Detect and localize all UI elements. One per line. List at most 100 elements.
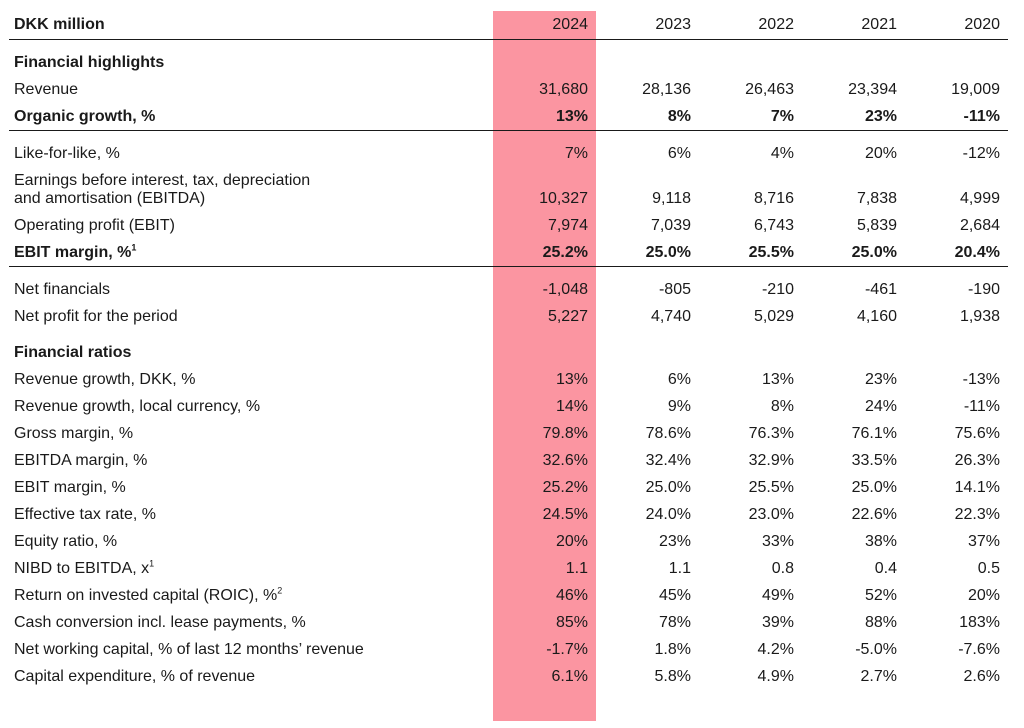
cell: 7% (564, 145, 588, 162)
row-label: Capital expenditure, % of revenue (14, 668, 256, 685)
cell: 49% (761, 587, 794, 604)
cell: 7,974 (547, 217, 588, 234)
cell: 183% (959, 614, 1000, 631)
cell: 24.5% (542, 506, 588, 523)
cell: 9% (667, 398, 691, 415)
cell: 25.0% (851, 479, 897, 496)
cell: -5.0% (855, 641, 897, 658)
cell: -461 (864, 281, 897, 298)
cell: 13% (761, 371, 794, 388)
cell: 46% (555, 587, 588, 604)
year-header-2020: 2020 (905, 12, 1008, 40)
cell: 6.1% (551, 668, 588, 685)
cell: 78% (658, 614, 691, 631)
cell: 5,029 (753, 308, 794, 325)
cell: 6% (667, 371, 691, 388)
cell: 5,839 (856, 217, 897, 234)
table-row: Organic growth, % 13% 8% 7% 23% -11% (9, 103, 1008, 131)
table-row: EBIT margin, % 25.2% 25.0% 25.5% 25.0% 1… (9, 474, 1008, 501)
cell: -1.7% (546, 641, 588, 658)
cell: 20% (555, 533, 588, 550)
cell: 6% (667, 145, 691, 162)
cell: 8% (770, 398, 794, 415)
row-label: EBITDA margin, % (14, 452, 148, 469)
cell: -1,048 (542, 281, 588, 298)
financial-table: DKK million 2024 2023 2022 2021 2020 Fin… (9, 12, 1008, 690)
row-label: Revenue growth, local currency, % (14, 398, 261, 415)
row-label: NIBD to EBITDA, x1 (9, 555, 493, 582)
unit-label: DKK million (9, 12, 493, 40)
cell: 23% (864, 371, 897, 388)
cell: 1.1 (565, 560, 588, 577)
row-label: Revenue (14, 81, 79, 98)
cell: 7% (699, 103, 802, 131)
cell: 88% (864, 614, 897, 631)
cell: 10,327 (539, 190, 588, 207)
row-label: Net working capital, % of last 12 months… (14, 641, 364, 658)
cell: 5,227 (547, 308, 588, 325)
cell: 33.5% (851, 452, 897, 469)
row-label-line: Earnings before interest, tax, depreciat… (14, 172, 311, 189)
cell: 1,938 (959, 308, 1000, 325)
footnote-marker: 1 (149, 558, 155, 569)
cell: 4,160 (856, 308, 897, 325)
table-row: Cash conversion incl. lease payments, % … (9, 609, 1008, 636)
row-label: Equity ratio, % (14, 533, 118, 550)
cell: 52% (864, 587, 897, 604)
row-label-text: Return on invested capital (ROIC), % (14, 587, 278, 604)
row-label: Net financials (14, 281, 111, 298)
cell: 14.1% (954, 479, 1000, 496)
table-row: NIBD to EBITDA, x1 1.1 1.1 0.8 0.4 0.5 (9, 555, 1008, 582)
cell: 23,394 (848, 81, 897, 98)
header-row: DKK million 2024 2023 2022 2021 2020 (9, 12, 1008, 40)
cell: 28,136 (642, 81, 691, 98)
row-label-text: NIBD to EBITDA, x (14, 560, 150, 577)
cell: 8% (596, 103, 699, 131)
cell: 85% (555, 614, 588, 631)
table-row: Effective tax rate, % 24.5% 24.0% 23.0% … (9, 501, 1008, 528)
cell: -11% (905, 103, 1008, 131)
cell: 32.6% (542, 452, 588, 469)
row-label: Gross margin, % (14, 425, 134, 442)
cell: 13% (555, 371, 588, 388)
cell: 7,838 (856, 190, 897, 207)
cell: -190 (967, 281, 1000, 298)
cell: 31,680 (539, 81, 588, 98)
cell: 32.4% (645, 452, 691, 469)
table-row: Like-for-like, % 7% 6% 4% 20% -12% (9, 131, 1008, 168)
cell: 22.3% (954, 506, 1000, 523)
cell: 39% (761, 614, 794, 631)
row-label: EBIT margin, %1 (9, 239, 493, 267)
row-label-line: and amortisation (EBITDA) (14, 190, 206, 207)
cell: 76.3% (748, 425, 794, 442)
year-header-2022: 2022 (699, 12, 802, 40)
cell: 23.0% (748, 506, 794, 523)
row-label-text: EBIT margin, % (14, 244, 132, 261)
row-label: Return on invested capital (ROIC), %2 (9, 582, 493, 609)
row-label: Effective tax rate, % (14, 506, 156, 523)
cell: 24% (864, 398, 897, 415)
cell: 1.8% (654, 641, 691, 658)
cell: 20.4% (905, 239, 1008, 267)
cell: 24.0% (645, 506, 691, 523)
cell: 25.5% (699, 239, 802, 267)
section-title-highlights: Financial highlights (14, 54, 165, 71)
cell: 2.6% (963, 668, 1000, 685)
table-row: Net profit for the period 5,227 4,740 5,… (9, 303, 1008, 330)
cell: 32.9% (748, 452, 794, 469)
cell: 0.4 (874, 560, 897, 577)
cell: 45% (658, 587, 691, 604)
table-row: EBITDA margin, % 32.6% 32.4% 32.9% 33.5%… (9, 447, 1008, 474)
cell: 20% (967, 587, 1000, 604)
row-label: Operating profit (EBIT) (14, 217, 175, 234)
cell: 2,684 (959, 217, 1000, 234)
cell: 76.1% (851, 425, 897, 442)
table-row: Equity ratio, % 20% 23% 33% 38% 37% (9, 528, 1008, 555)
cell: 4,999 (959, 190, 1000, 207)
cell: 4% (770, 145, 794, 162)
cell: 22.6% (851, 506, 897, 523)
table-row: Return on invested capital (ROIC), %2 46… (9, 582, 1008, 609)
cell: 75.6% (954, 425, 1000, 442)
cell: 23% (658, 533, 691, 550)
cell: 4.9% (757, 668, 794, 685)
